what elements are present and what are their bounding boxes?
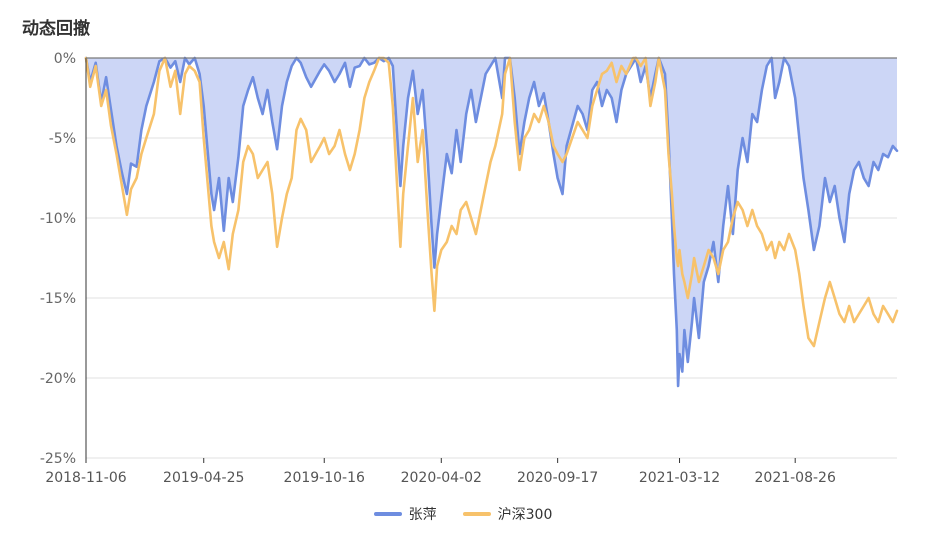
legend: 张萍 沪深300: [0, 504, 926, 524]
chart-title: 动态回撤: [22, 19, 90, 39]
x-axis-tick-labels: 2018-11-06 2019-04-25 2019-10-16 2020-04-02…: [45, 470, 836, 486]
series-area-0: [86, 58, 897, 386]
axes: [85, 57, 897, 463]
legend-label: 张萍: [408, 507, 437, 523]
x-tick-label: 2019-04-25: [163, 470, 244, 486]
x-tick-label: 2020-04-02: [401, 470, 482, 486]
y-tick-label: -5%: [49, 131, 76, 147]
legend-item-0[interactable]: 张萍: [373, 504, 437, 524]
y-tick-label: -20%: [40, 371, 76, 387]
y-tick-label: 0%: [54, 51, 76, 67]
y-tick-label: -15%: [40, 291, 76, 307]
legend-item-1[interactable]: 沪深300: [462, 504, 553, 524]
legend-swatch: [462, 512, 491, 516]
x-tick-label: 2018-11-06: [45, 470, 126, 486]
legend-label: 沪深300: [497, 507, 553, 523]
x-tick-label: 2021-08-26: [755, 470, 836, 486]
drawdown-chart: 0% -5% -10% -15% -20% -25% 2018-11-06 2019-04-…: [40, 51, 899, 486]
y-tick-label: -25%: [40, 451, 76, 467]
x-tick-label: 2020-09-17: [517, 470, 598, 486]
y-axis-tick-labels: 0% -5% -10% -15% -20% -25%: [40, 51, 76, 467]
series-line-1: [84, 56, 899, 348]
x-tick-label: 2019-10-16: [284, 470, 365, 486]
legend-swatch: [373, 512, 402, 516]
y-tick-label: -10%: [40, 211, 76, 227]
area-fills: [86, 58, 897, 386]
grid-lines: [86, 137, 897, 459]
x-tick-label: 2021-03-12: [639, 470, 720, 486]
